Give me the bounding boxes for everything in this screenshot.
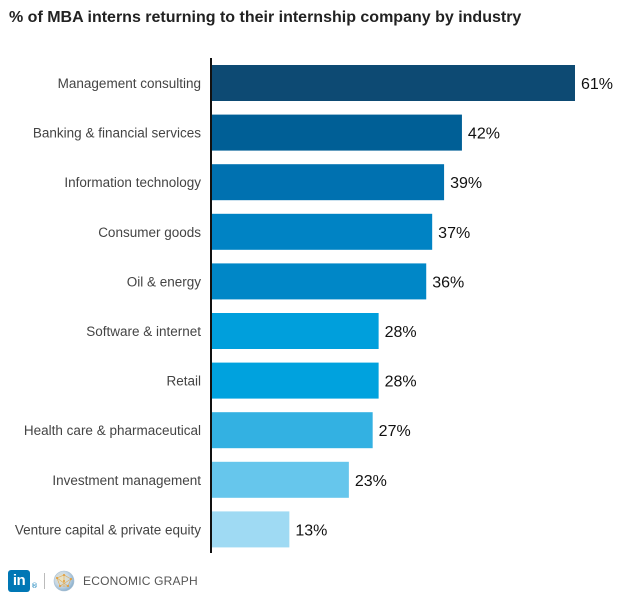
category-label-management-consulting: Management consulting: [58, 76, 201, 91]
value-label-information-technology: 39%: [450, 175, 482, 192]
value-label-banking-and-financial-services: 42%: [468, 126, 500, 143]
bar-venture-capital-and-private-equity: [212, 511, 290, 548]
category-label-retail: Retail: [166, 374, 201, 389]
category-label-banking-and-financial-services: Banking & financial services: [33, 126, 201, 141]
bar-health-care-and-pharmaceutical: [212, 412, 373, 449]
value-label-investment-management: 23%: [355, 473, 387, 490]
category-label-consumer-goods: Consumer goods: [98, 225, 201, 240]
footer-divider: [44, 573, 45, 589]
category-label-investment-management: Investment management: [52, 473, 201, 488]
value-label-consumer-goods: 37%: [438, 225, 470, 242]
value-label-health-care-and-pharmaceutical: 27%: [379, 423, 411, 440]
chart-title: % of MBA interns returning to their inte…: [9, 9, 522, 26]
category-label-health-care-and-pharmaceutical: Health care & pharmaceutical: [24, 423, 201, 438]
bar-software-and-internet: [212, 313, 379, 349]
footer: in ® ECONOMIC GRAPH: [8, 568, 198, 594]
value-label-management-consulting: 61%: [581, 76, 613, 93]
registered-mark: ®: [31, 582, 38, 590]
bar-consumer-goods: [212, 213, 433, 250]
bar-banking-and-financial-services: [212, 114, 462, 151]
linkedin-logo-icon: in ®: [8, 568, 38, 594]
bar-investment-management: [212, 461, 349, 498]
value-label-venture-capital-and-private-equity: 13%: [295, 522, 327, 539]
category-label-venture-capital-and-private-equity: Venture capital & private equity: [15, 522, 201, 537]
linkedin-logo-text: in: [8, 570, 30, 592]
bar-information-technology: [212, 164, 445, 201]
value-label-retail: 28%: [385, 374, 417, 391]
category-label-oil-and-energy: Oil & energy: [127, 274, 202, 289]
value-label-software-and-internet: 28%: [385, 324, 417, 341]
category-label-software-and-internet: Software & internet: [86, 324, 201, 339]
bar-retail: [212, 362, 379, 399]
value-label-oil-and-energy: 36%: [432, 274, 464, 291]
bar-chart: Management consulting 61% Banking & financ…: [15, 58, 613, 553]
economic-graph-label: ECONOMIC GRAPH: [83, 574, 198, 588]
economic-graph-globe-icon: [53, 570, 75, 592]
category-label-information-technology: Information technology: [64, 175, 201, 190]
bar-oil-and-energy: [212, 263, 427, 300]
bar-management-consulting: [212, 65, 575, 101]
